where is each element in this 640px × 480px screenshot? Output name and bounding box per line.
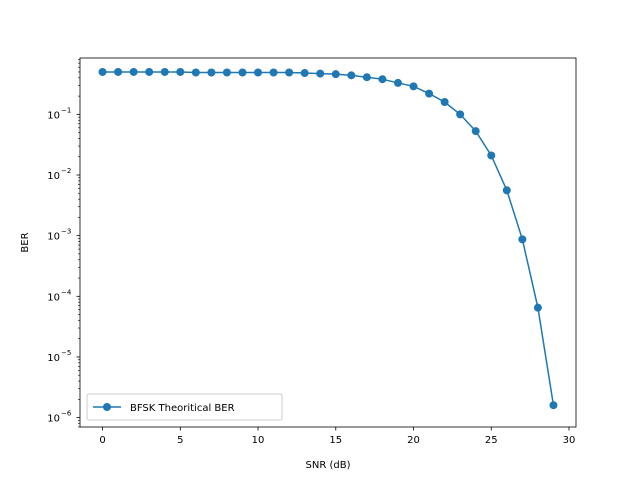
data-point bbox=[285, 68, 294, 77]
x-tick-label: 5 bbox=[177, 435, 183, 446]
y-tick-label-exponent: −5 bbox=[61, 349, 71, 357]
data-point bbox=[549, 401, 558, 410]
data-point bbox=[98, 67, 107, 76]
data-point bbox=[254, 68, 263, 77]
data-point bbox=[487, 151, 496, 160]
data-point bbox=[518, 235, 527, 244]
data-point bbox=[425, 89, 434, 98]
data-point bbox=[114, 67, 123, 76]
data-point bbox=[347, 71, 356, 80]
y-tick-label-exponent: −1 bbox=[61, 106, 71, 114]
data-point bbox=[176, 67, 185, 76]
data-point bbox=[207, 68, 216, 77]
x-tick-label: 25 bbox=[485, 435, 498, 446]
x-tick-label: 30 bbox=[563, 435, 576, 446]
data-point bbox=[160, 67, 169, 76]
y-tick-label: 10 bbox=[47, 414, 60, 425]
data-point bbox=[533, 303, 542, 312]
legend-label: BFSK Theoritical BER bbox=[130, 403, 235, 414]
legend-box bbox=[86, 393, 283, 421]
x-tick-label: 0 bbox=[99, 435, 105, 446]
data-point bbox=[362, 73, 371, 82]
data-point bbox=[456, 110, 465, 119]
data-point bbox=[331, 70, 340, 79]
legend: BFSK Theoritical BER bbox=[86, 393, 283, 421]
data-point bbox=[471, 127, 480, 136]
x-tick-label: 10 bbox=[252, 435, 265, 446]
data-point bbox=[378, 75, 387, 84]
data-point bbox=[502, 186, 511, 195]
y-tick-label-exponent: −4 bbox=[61, 288, 72, 296]
y-tick-label: 10 bbox=[47, 292, 60, 303]
data-point bbox=[145, 67, 154, 76]
data-point bbox=[269, 68, 278, 77]
y-tick-label: 10 bbox=[47, 171, 60, 182]
data-point bbox=[222, 68, 231, 77]
plot-area bbox=[98, 67, 558, 410]
y-tick-label-exponent: −2 bbox=[61, 167, 71, 175]
data-point bbox=[238, 68, 247, 77]
data-point bbox=[191, 68, 200, 77]
data-point bbox=[316, 69, 325, 78]
data-point bbox=[300, 69, 309, 78]
data-point bbox=[440, 97, 449, 106]
y-tick-label: 10 bbox=[47, 353, 60, 364]
y-axis-label: BER bbox=[20, 232, 31, 252]
x-axis-label: SNR (dB) bbox=[306, 460, 351, 471]
data-point bbox=[129, 67, 138, 76]
y-tick-label-exponent: −3 bbox=[61, 228, 71, 236]
y-tick-label: 10 bbox=[47, 232, 60, 243]
data-point bbox=[409, 82, 418, 91]
x-tick-label: 20 bbox=[407, 435, 420, 446]
data-point bbox=[393, 78, 402, 87]
y-tick-label: 10 bbox=[47, 110, 60, 121]
series-line bbox=[102, 71, 555, 406]
legend-marker bbox=[103, 403, 111, 411]
x-tick-label: 15 bbox=[329, 435, 342, 446]
axes-frame bbox=[79, 57, 577, 428]
y-tick-label-exponent: −6 bbox=[61, 410, 72, 418]
